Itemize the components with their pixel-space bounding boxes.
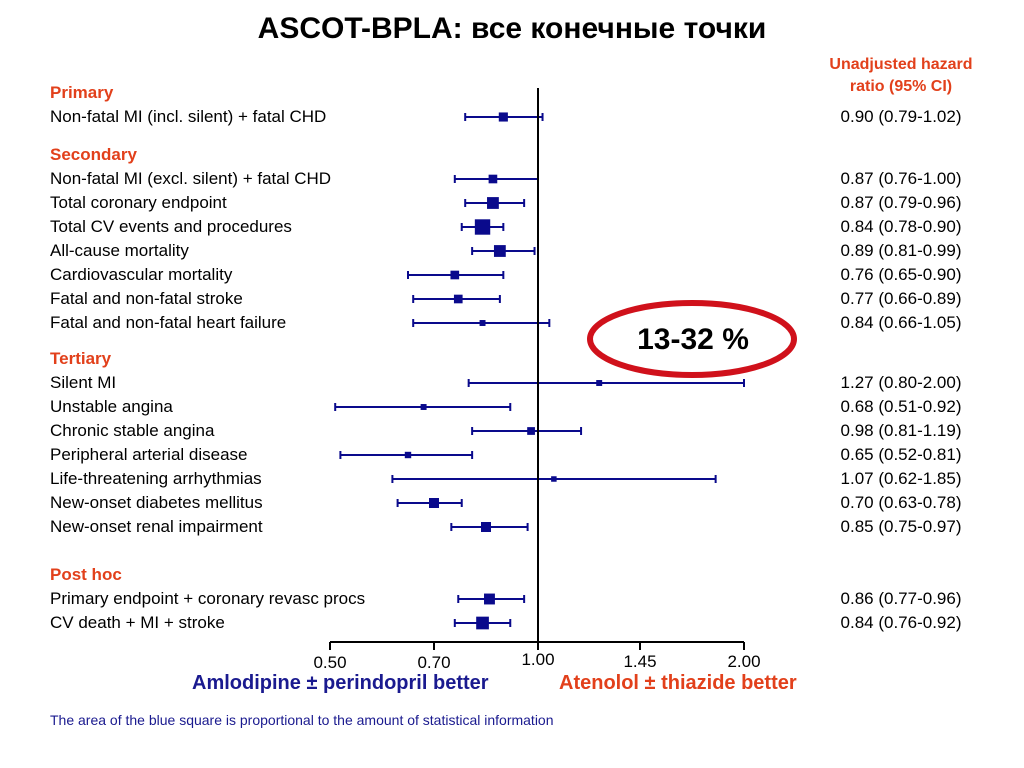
hazard-ratio-value: 0.84 (0.78-0.90)	[840, 217, 962, 236]
page-title: ASCOT-BPLA: все конечные точки	[257, 12, 767, 45]
endpoint-label: Non-fatal MI (excl. silent) + fatal CHD	[50, 169, 332, 188]
section-label-primary: Primary	[50, 83, 114, 102]
x-tick-label: 2.00	[727, 652, 760, 671]
hazard-ratio-value: 0.84 (0.76-0.92)	[840, 613, 962, 632]
section-label-tertiary: Tertiary	[50, 349, 112, 368]
x-tick-label: 0.50	[313, 653, 346, 672]
endpoint-label: Non-fatal MI (incl. silent) + fatal CHD	[50, 107, 327, 126]
hazard-ratio-value: 0.89 (0.81-0.99)	[840, 241, 962, 260]
hr-square-marker	[479, 320, 486, 326]
favours-amlodipine-label: Amlodipine ± perindopril better	[192, 672, 489, 694]
x-tick-label: 0.70	[417, 653, 450, 672]
hr-square-marker	[420, 404, 427, 410]
endpoint-label: Total coronary endpoint	[50, 193, 227, 212]
hr-square-marker	[493, 245, 506, 257]
section-label-secondary: Secondary	[50, 145, 137, 164]
hazard-ratio-value: 0.85 (0.75-0.97)	[840, 517, 962, 536]
favours-atenolol-label: Atenolol ± thiazide better	[559, 672, 797, 694]
section-label-post-hoc: Post hoc	[50, 565, 122, 584]
endpoint-label: Fatal and non-fatal heart failure	[50, 313, 287, 332]
x-tick-label: 1.45	[623, 652, 656, 671]
endpoint-label: Total CV events and procedures	[50, 217, 292, 236]
hr-square-marker	[429, 498, 439, 508]
endpoint-label: Cardiovascular mortality	[50, 265, 233, 284]
endpoint-label: All-cause mortality	[50, 241, 189, 260]
endpoint-label: New-onset diabetes mellitus	[50, 493, 263, 512]
x-tick-label: 1.00	[521, 650, 554, 669]
hr-square-marker	[487, 197, 499, 209]
badge-ring	[587, 300, 797, 378]
hazard-ratio-value: 0.70 (0.63-0.78)	[840, 493, 962, 512]
hazard-ratio-value: 0.77 (0.66-0.89)	[840, 289, 962, 308]
endpoint-label: Peripheral arterial disease	[50, 445, 248, 464]
hr-square-marker	[476, 616, 489, 630]
risk-reduction-badge-text: 13-32 %	[637, 323, 749, 356]
hazard-ratio-value: 1.27 (0.80-2.00)	[840, 373, 962, 392]
footnote: The area of the blue square is proportio…	[50, 712, 554, 728]
hazard-ratio-value: 0.65 (0.52-0.81)	[840, 445, 962, 464]
hr-header-line-2: ratio (95% CI)	[849, 78, 953, 95]
hr-header-line-1: Unadjusted hazard	[829, 56, 973, 73]
hr-square-marker	[481, 522, 491, 532]
hr-square-marker	[450, 270, 460, 280]
hazard-ratio-value: 0.87 (0.79-0.96)	[840, 193, 962, 212]
endpoint-label: Chronic stable angina	[50, 421, 215, 440]
endpoint-label: CV death + MI + stroke	[50, 613, 225, 632]
hazard-ratio-value: 1.07 (0.62-1.85)	[840, 469, 962, 488]
hr-square-marker	[488, 174, 498, 184]
endpoint-label: Unstable angina	[50, 397, 173, 416]
endpoint-label: Silent MI	[50, 373, 117, 392]
hr-square-marker	[596, 380, 603, 386]
hr-square-marker	[453, 294, 463, 304]
hazard-ratio-value: 0.90 (0.79-1.02)	[840, 107, 962, 126]
endpoint-label: Life-threatening arrhythmias	[50, 469, 262, 488]
endpoint-label: Primary endpoint + coronary revasc procs	[50, 589, 366, 608]
hr-square-marker	[484, 593, 495, 605]
endpoint-label: New-onset renal impairment	[50, 517, 263, 536]
hazard-ratio-value: 0.68 (0.51-0.92)	[840, 397, 962, 416]
hr-square-marker	[474, 219, 491, 235]
hr-column-header: Unadjusted hazard ratio (95% CI)	[790, 54, 1012, 98]
hr-square-marker	[498, 112, 508, 122]
hr-square-marker	[551, 476, 557, 482]
hazard-ratio-value: 0.87 (0.76-1.00)	[840, 169, 962, 188]
hazard-ratio-value: 0.84 (0.66-1.05)	[840, 313, 962, 332]
endpoint-label: Fatal and non-fatal stroke	[50, 289, 243, 308]
hr-square-marker	[527, 427, 535, 435]
hazard-ratio-value: 0.86 (0.77-0.96)	[840, 589, 962, 608]
hr-square-marker	[404, 451, 412, 459]
hazard-ratio-value: 0.76 (0.65-0.90)	[840, 265, 962, 284]
hazard-ratio-value: 0.98 (0.81-1.19)	[840, 421, 962, 440]
